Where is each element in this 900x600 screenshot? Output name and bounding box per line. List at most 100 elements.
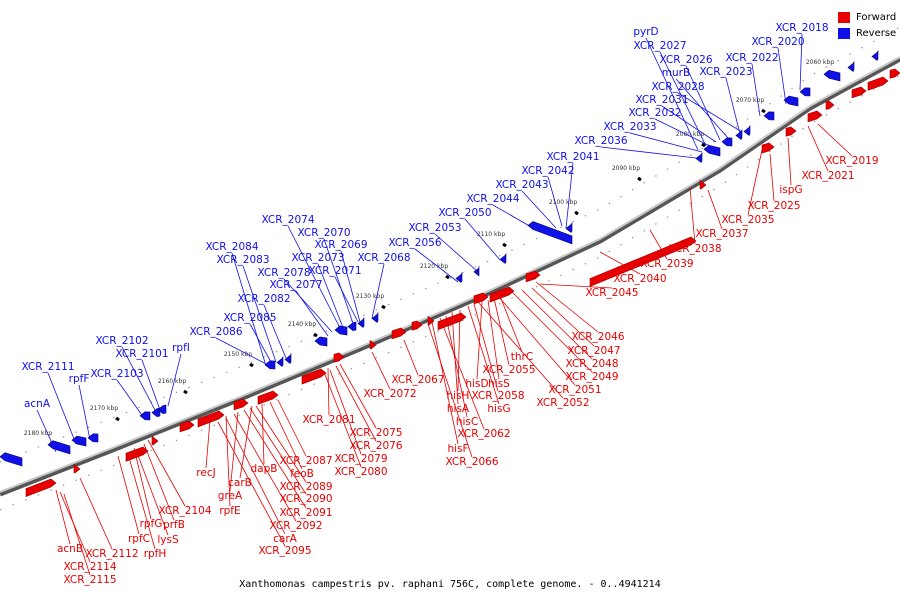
forward-gene-label-xcr-2095: XCR_2095 [258, 545, 311, 557]
forward-leader-dapb [261, 403, 265, 465]
forward-leader-xcr-2067 [403, 339, 419, 376]
forward-leader-xcr-2090 [249, 407, 307, 495]
forward-leader-xcr-2062 [439, 317, 485, 430]
forward-gene-label-hish: hisH [447, 390, 470, 402]
forward-gene-9 [333, 352, 345, 363]
reverse-gene-26 [783, 95, 799, 107]
reverse-gene-8 [276, 356, 284, 367]
reverse-gene-12 [347, 321, 357, 331]
reverse-gene-1 [47, 440, 71, 455]
scale-label-2090-kbp: 2090 kbp [612, 165, 640, 172]
reverse-leader-xcr-2032 [654, 118, 711, 147]
forward-gene-17 [525, 270, 541, 283]
forward-leader-xcr-2092 [233, 413, 297, 522]
forward-gene-label-xcr-2114: XCR_2114 [63, 561, 116, 573]
forward-gene-label-xcr-2091: XCR_2091 [279, 507, 332, 519]
reverse-gene-label-acna: acnA [24, 398, 51, 410]
reverse-gene-19 [565, 222, 573, 233]
forward-gene-13 [427, 316, 435, 326]
forward-gene-label-xcr-2037: XCR_2037 [695, 228, 748, 240]
forward-gene-6 [233, 398, 249, 411]
forward-leader-xcr-2045 [539, 283, 613, 289]
forward-leader-lyss [135, 449, 169, 536]
forward-gene-label-thrc: thrC [511, 351, 533, 363]
reverse-gene-18 [527, 221, 573, 245]
forward-gene-label-xcr-2079: XCR_2079 [334, 453, 387, 465]
reverse-leader-xcr-2033 [629, 132, 703, 153]
forward-leader-xcr-2058 [473, 303, 499, 392]
scale-tick [445, 274, 450, 280]
legend-forward: Forward [838, 9, 900, 25]
reverse-leader-rpfi [167, 353, 182, 407]
forward-gene-18 [589, 236, 697, 287]
forward-leader-xcr-2047 [531, 287, 595, 347]
forward-leader-xcr-2072 [371, 351, 391, 390]
forward-gene-label-xcr-2021: XCR_2021 [801, 170, 854, 182]
reverse-gene-label-xcr-2083: XCR_2083 [216, 254, 269, 266]
forward-leader-rpfg [133, 447, 152, 520]
reverse-gene-22 [721, 137, 733, 147]
forward-leader-acnb [55, 489, 71, 545]
reverse-gene-label-rpfi: rpfI [172, 342, 190, 354]
forward-gene-label-lyss: lysS [157, 534, 179, 546]
forward-gene-label-ispg: ispG [779, 184, 802, 196]
reverse-gene-label-xcr-2027: XCR_2027 [633, 40, 686, 52]
forward-gene-10 [369, 340, 377, 350]
forward-leader-hiss [487, 299, 500, 380]
scale-tick [249, 362, 254, 368]
forward-leader-xcr-2087 [277, 399, 307, 457]
forward-leader-xcr-2091 [243, 409, 307, 509]
legend-reverse: Reverse [838, 25, 900, 41]
forward-leader-xcr-2048 [521, 289, 593, 360]
forward-gene-label-xcr-2040: XCR_2040 [613, 273, 666, 285]
reverse-gene-label-rpff: rpfF [69, 373, 90, 385]
forward-leader-feob [269, 401, 303, 470]
reverse-leader-xcr-2078 [283, 278, 333, 333]
reverse-leader-xcr-2028 [677, 92, 743, 133]
forward-gene-12 [411, 320, 423, 331]
forward-gene-4 [179, 420, 195, 433]
forward-gene-23 [825, 100, 835, 110]
reverse-gene-13 [357, 317, 365, 328]
reverse-gene-4 [139, 411, 151, 421]
reverse-gene-label-murb: murB [662, 67, 690, 79]
leader-lines [36, 33, 853, 576]
reverse-gene-label-xcr-2073: XCR_2073 [291, 252, 344, 264]
forward-gene-25 [867, 76, 889, 91]
reverse-leader-xcr-2084 [231, 252, 267, 367]
reverse-gene-label-xcr-2069: XCR_2069 [314, 239, 367, 251]
forward-leader-cara [225, 417, 286, 535]
forward-gene-0 [25, 478, 57, 498]
forward-leader-xcr-2055 [493, 297, 510, 366]
forward-gene-label-hisa: hisA [447, 403, 470, 415]
reverse-gene-11 [334, 325, 348, 336]
forward-leader-hisf [431, 321, 459, 445]
forward-leader-xcr-2021 [807, 125, 829, 172]
reverse-gene-5 [151, 407, 161, 417]
forward-gene-1 [73, 464, 81, 474]
forward-leader-xcr-2080 [323, 371, 362, 468]
reverse-gene-label-xcr-2050: XCR_2050 [438, 207, 491, 219]
scale-label-2060-kbp: 2060 kbp [806, 59, 834, 66]
scale-label-2070-kbp: 2070 kbp [736, 97, 764, 104]
reverse-leader-rpff [78, 384, 91, 441]
forward-gene-label-xcr-2035: XCR_2035 [721, 214, 774, 226]
reverse-leader-xcr-2050 [464, 218, 501, 261]
forward-gene-7 [257, 390, 279, 405]
scale-labels: 2060 kbp 2070 kbp 2080 kbp 2090 kbp 2100 kbp… [24, 59, 834, 437]
scale-label-2120-kbp: 2120 kbp [420, 263, 448, 270]
reverse-gene-label-xcr-2070: XCR_2070 [297, 227, 350, 239]
reverse-gene-7 [264, 360, 276, 370]
reverse-leader-xcr-2071 [334, 276, 359, 323]
forward-gene-26 [889, 68, 900, 79]
forward-gene-label-xcr-2104: XCR_2104 [158, 505, 211, 517]
forward-leader-hisc [445, 315, 468, 418]
forward-gene-label-prfb: prfB [163, 519, 185, 531]
forward-leader-xcr-2052 [477, 301, 564, 399]
forward-gene-label-xcr-2075: XCR_2075 [349, 427, 402, 439]
forward-gene-11 [391, 327, 407, 340]
forward-gene-label-xcr-2080: XCR_2080 [334, 466, 387, 478]
forward-gene-label-rpfg: rpfG [140, 518, 163, 530]
forward-leader-xcr-2037 [707, 189, 723, 230]
reverse-gene-label-xcr-2028: XCR_2028 [651, 81, 704, 93]
